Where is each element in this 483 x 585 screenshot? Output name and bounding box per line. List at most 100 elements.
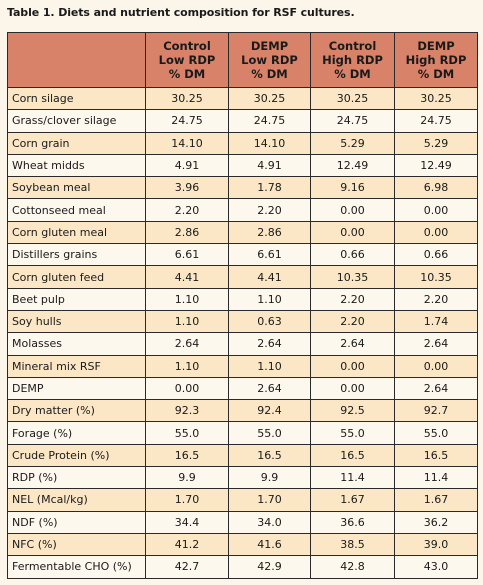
table-cell: 36.6 — [310, 510, 395, 534]
table-cell: 1.70 — [145, 488, 229, 512]
row-label: RDP (%) — [7, 466, 146, 490]
table-cell: 0.63 — [228, 309, 311, 334]
table-cell: 0.00 — [310, 354, 395, 378]
column-header: DEMP Low RDP % DM — [228, 32, 311, 88]
table-cell: 4.41 — [228, 265, 311, 289]
table-cell: 2.64 — [394, 376, 478, 401]
table-cell: 5.29 — [394, 131, 478, 155]
table-cell: 2.64 — [310, 332, 395, 356]
row-label: Grass/clover silage — [7, 109, 146, 133]
table-cell: 55.0 — [228, 421, 311, 445]
column-header-line: % DM — [168, 67, 206, 81]
diet-composition-table: Control Low RDP % DM DEMP Low RDP % DM C… — [7, 32, 478, 579]
table-cell: 0.00 — [310, 220, 395, 245]
table-cell: 0.00 — [145, 376, 229, 401]
table-row: Dry matter (%) 92.3 92.4 92.5 92.7 — [7, 399, 478, 423]
table-row: Fermentable CHO (%) 42.7 42.9 42.8 43.0 — [7, 555, 478, 579]
column-header-line: High RDP — [322, 53, 383, 67]
table-cell: 1.10 — [228, 354, 311, 378]
column-header-line: DEMP — [417, 39, 455, 53]
table-cell: 24.75 — [310, 109, 395, 133]
row-label: Corn gluten feed — [7, 265, 146, 289]
table-cell: 10.35 — [310, 265, 395, 289]
table-cell: 1.10 — [145, 309, 229, 334]
table-cell: 2.20 — [310, 287, 395, 311]
table-cell: 12.49 — [394, 153, 478, 178]
table-row: Cottonseed meal 2.20 2.20 0.00 0.00 — [7, 198, 478, 222]
table-cell: 38.5 — [310, 532, 395, 557]
table-cell: 16.5 — [145, 443, 229, 468]
table-cell: 5.29 — [310, 131, 395, 155]
table-row: Forage (%) 55.0 55.0 55.0 55.0 — [7, 421, 478, 445]
table-cell: 92.5 — [310, 399, 395, 423]
column-header-line: % DM — [251, 67, 288, 81]
table-cell: 41.6 — [228, 532, 311, 557]
table-cell: 6.98 — [394, 176, 478, 200]
table-cell: 1.67 — [310, 488, 395, 512]
table-caption: Table 1. Diets and nutrient composition … — [7, 6, 355, 19]
table-cell: 16.5 — [394, 443, 478, 468]
column-header-line: High RDP — [405, 53, 467, 67]
table-cell: 14.10 — [145, 131, 229, 155]
table-cell: 24.75 — [145, 109, 229, 133]
table-cell: 2.86 — [145, 220, 229, 245]
table-cell: 1.74 — [394, 309, 478, 334]
table-cell: 14.10 — [228, 131, 311, 155]
table-cell: 42.9 — [228, 555, 311, 579]
table-row: Distillers grains 6.61 6.61 0.66 0.66 — [7, 243, 478, 267]
table-cell: 11.4 — [394, 466, 478, 490]
table-row: Molasses 2.64 2.64 2.64 2.64 — [7, 332, 478, 356]
table-cell: 30.25 — [228, 86, 311, 111]
table-cell: 1.10 — [145, 354, 229, 378]
row-label: Crude Protein (%) — [7, 443, 146, 468]
table-cell: 24.75 — [394, 109, 478, 133]
column-header-line: % DM — [417, 67, 455, 81]
column-header-line: DEMP — [250, 39, 289, 53]
header-blank-cell — [7, 32, 146, 88]
table-cell: 42.8 — [310, 555, 395, 579]
table-cell: 2.64 — [394, 332, 478, 356]
table-row: Soybean meal 3.96 1.78 9.16 6.98 — [7, 176, 478, 200]
table-row: Beet pulp 1.10 1.10 2.20 2.20 — [7, 287, 478, 311]
column-header-line: % DM — [334, 67, 371, 81]
table-cell: 0.00 — [310, 198, 395, 222]
table-cell: 11.4 — [310, 466, 395, 490]
table-row: Wheat midds 4.91 4.91 12.49 12.49 — [7, 153, 478, 178]
table-cell: 2.64 — [145, 332, 229, 356]
table-cell: 30.25 — [145, 86, 229, 111]
table-cell: 92.4 — [228, 399, 311, 423]
row-label: Wheat midds — [7, 153, 146, 178]
table-row: Mineral mix RSF 1.10 1.10 0.00 0.00 — [7, 354, 478, 378]
row-label: Fermentable CHO (%) — [7, 555, 146, 579]
table-row: Soy hulls 1.10 0.63 2.20 1.74 — [7, 309, 478, 334]
column-header-line: Control — [328, 39, 377, 53]
table-row: Crude Protein (%) 16.5 16.5 16.5 16.5 — [7, 443, 478, 468]
table-row: Corn grain 14.10 14.10 5.29 5.29 — [7, 131, 478, 155]
row-label: DEMP — [7, 376, 146, 401]
table-row: Corn silage 30.25 30.25 30.25 30.25 — [7, 86, 478, 111]
table-cell: 36.2 — [394, 510, 478, 534]
table-cell: 30.25 — [394, 86, 478, 111]
column-header: DEMP High RDP % DM — [394, 32, 478, 88]
table-cell: 55.0 — [145, 421, 229, 445]
table-cell: 9.16 — [310, 176, 395, 200]
row-label: Distillers grains — [7, 243, 146, 267]
table-cell: 0.00 — [310, 376, 395, 401]
table-cell: 41.2 — [145, 532, 229, 557]
table-cell: 42.7 — [145, 555, 229, 579]
table-cell: 4.91 — [145, 153, 229, 178]
table-row: Grass/clover silage 24.75 24.75 24.75 24.75 — [7, 109, 478, 133]
row-label: NFC (%) — [7, 532, 146, 557]
table-cell: 9.9 — [228, 466, 311, 490]
table-cell: 0.66 — [394, 243, 478, 267]
table-cell: 39.0 — [394, 532, 478, 557]
row-label: Dry matter (%) — [7, 399, 146, 423]
table-cell: 2.64 — [228, 376, 311, 401]
table-cell: 1.78 — [228, 176, 311, 200]
table-cell: 10.35 — [394, 265, 478, 289]
table-row: NDF (%) 34.4 34.0 36.6 36.2 — [7, 510, 478, 534]
table-cell: 1.10 — [228, 287, 311, 311]
table-cell: 1.10 — [145, 287, 229, 311]
table-cell: 55.0 — [310, 421, 395, 445]
column-header-line: Control — [163, 39, 211, 53]
